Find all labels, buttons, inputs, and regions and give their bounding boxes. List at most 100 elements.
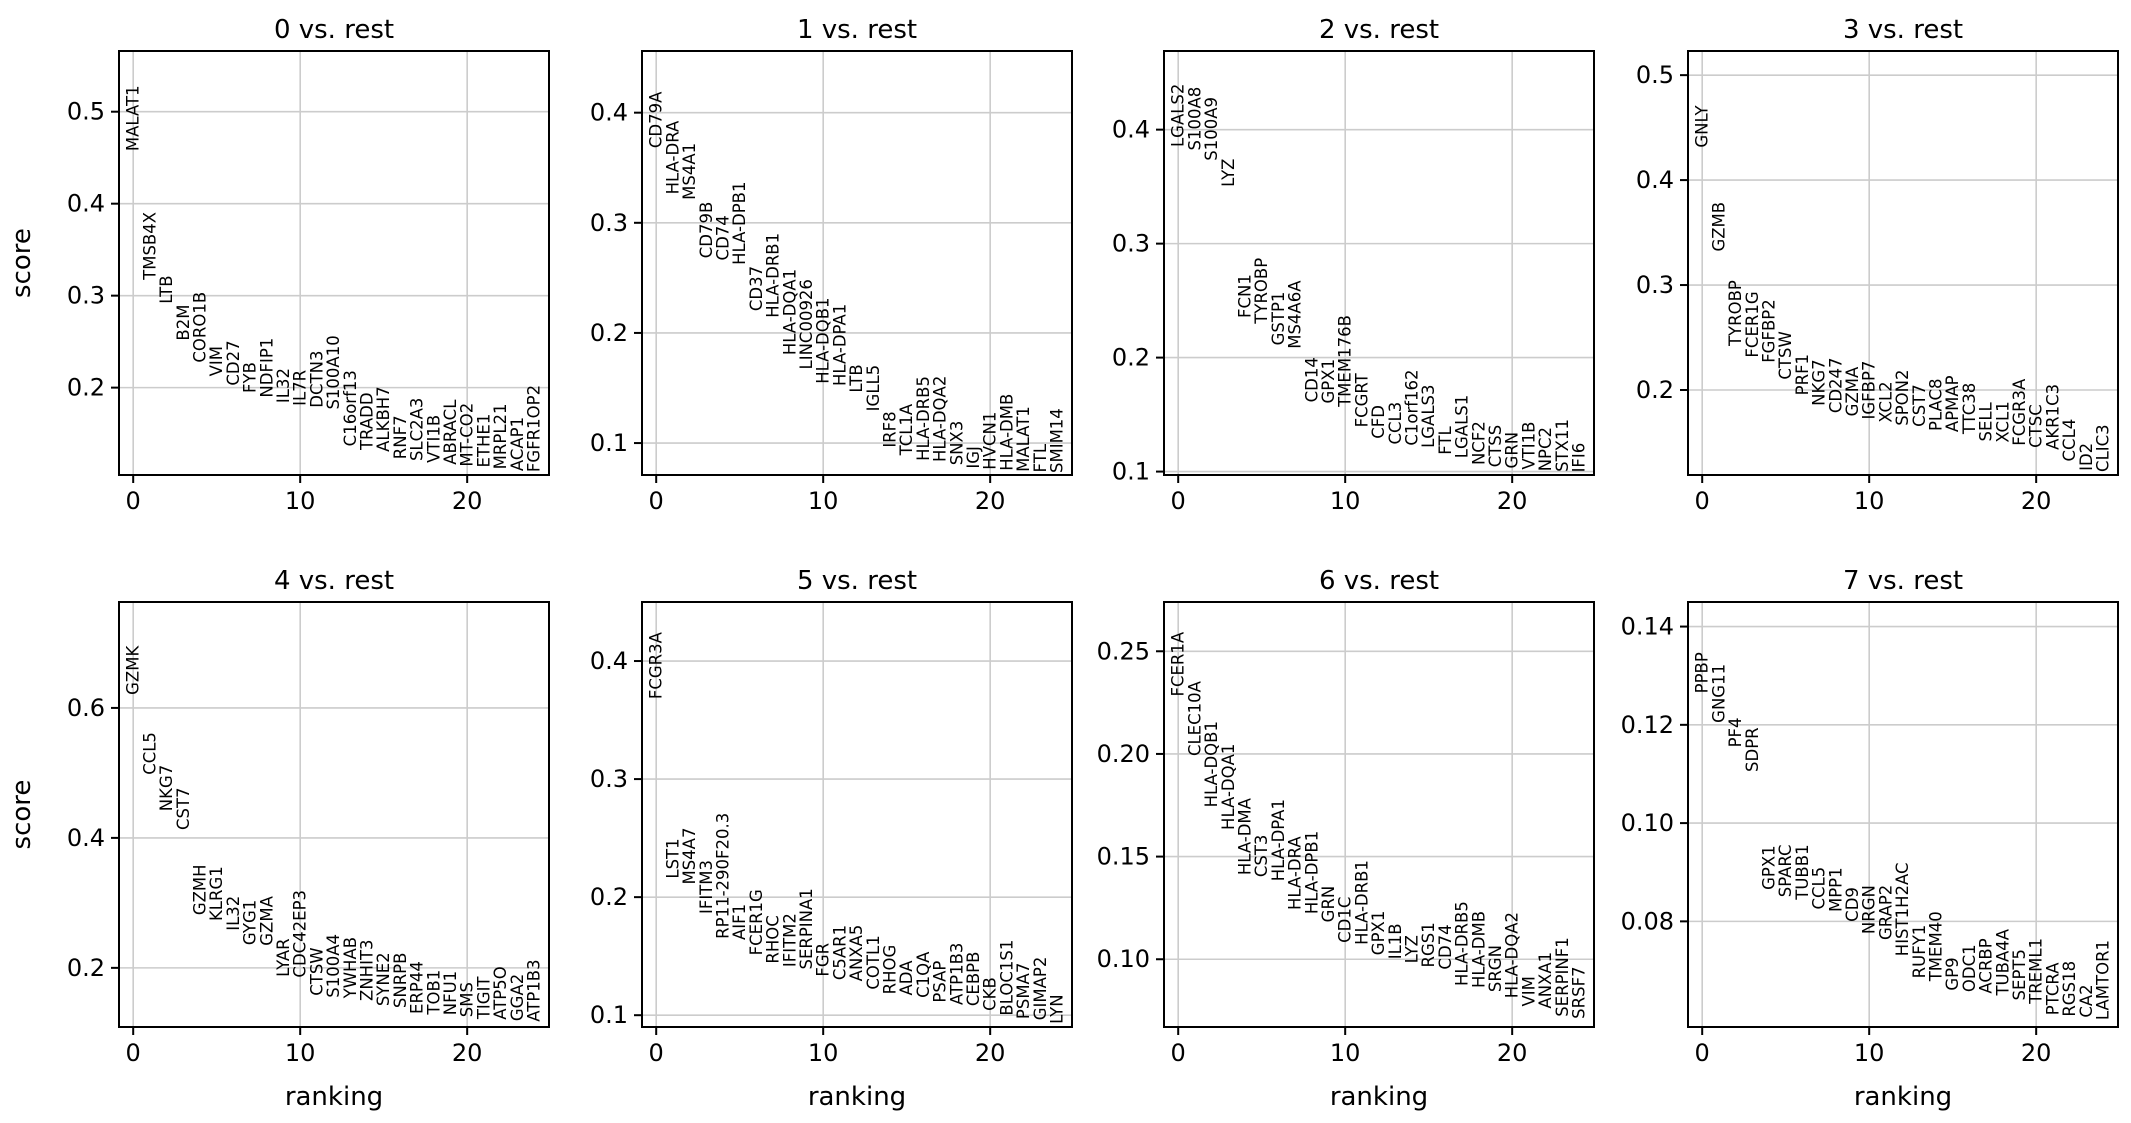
gene-label: HLA-DMA [1235,797,1254,875]
gene-label: VIM [1519,976,1538,1006]
gene-label: HLA-DRB5 [1453,901,1472,986]
gene-label: HLA-DMB [997,394,1016,471]
gene-label: ERP44 [408,961,427,1014]
gene-label: FTL [1436,425,1455,454]
gene-label: TUBB1 [1793,844,1812,900]
gene-label: HLA-DPA1 [1269,799,1288,881]
gene-label: HLA-DRA [663,120,682,194]
x-tick-label: 20 [2021,487,2052,515]
subplot-3-vs.-rest: GNLY GZMB TYROBPFCER1GFGFBP2CTSWPRF1NKG7CD… [1636,15,2119,515]
gene-label: GZMK [124,645,143,695]
gene-label: CCL5 [140,732,159,775]
gene-label: PTCRA [2043,962,2062,1015]
x-tick-label: 10 [1330,1039,1361,1067]
gene-label: GPX1 [1319,359,1338,404]
gene-label: CD37 [747,266,766,311]
gene-label: RGS1 [1419,922,1438,967]
gene-label: FTL [1031,443,1050,472]
x-tick-label: 0 [126,1039,141,1067]
y-tick-label: 0.4 [590,99,628,127]
gene-label: TCL1A [897,403,916,456]
gene-label: ADA [897,960,916,996]
x-tick-label: 10 [285,487,316,515]
gene-label: TYROBP [1726,280,1745,347]
y-tick-label: 0.15 [1097,843,1150,871]
gene-label: FCGRT [1352,372,1371,427]
gene-label: FCER1G [1743,291,1762,357]
gene-label: S100A10 [324,335,343,409]
gene-label: LGALS1 [1453,395,1472,458]
subplot-title: 5 vs. rest [797,566,917,596]
gene-label: FCGR3A [2010,378,2029,446]
gene-label: XCL1 [1993,401,2012,442]
gene-label: SPARC [1776,844,1795,897]
gene-label: C1QA [914,951,933,998]
gene-label: PLAC8 [1926,378,1945,431]
gene-label: LTB [847,364,866,392]
gene-label: CST3 [1252,835,1271,878]
gene-label: CFD [1369,405,1388,439]
axes-spine [1687,50,2119,476]
y-tick-label: 0.4 [1636,166,1674,194]
gene-label: NFU1 [441,971,460,1015]
gene-label: FCN1 [1235,274,1254,318]
y-tick-label: 0.5 [67,98,105,126]
gene-label: TREML1 [2027,938,2046,1005]
x-axis-label: ranking [285,1082,383,1112]
gene-label: S100A4 [324,934,343,998]
gene-label: VTI1B [1519,422,1538,470]
gene-label: IL32 [274,368,293,403]
gene-label: FGFR1OP2 [524,385,543,472]
gene-label: MALAT1 [1014,406,1033,472]
gene-label: HLA-DPB1 [1302,831,1321,914]
gene-label: CD27 [224,340,243,385]
gene-label: C16orf13 [341,370,360,446]
x-tick-label: 20 [1497,487,1528,515]
y-tick-label: 0.3 [1636,271,1674,299]
gene-label: LYZ [1219,159,1238,187]
gene-label: SERPINA1 [797,888,816,969]
gene-label: IL7R [291,370,310,406]
gene-label: MS4A7 [680,828,699,885]
x-tick-label: 20 [452,1039,483,1067]
gene-label: GRAP2 [1876,885,1895,940]
axes-spine [641,50,1073,476]
gene-label: SRSF7 [1569,966,1588,1018]
gene-label: LTB [157,275,176,303]
gene-label: FGFBP2 [1759,299,1778,363]
gene-label: HIST1H2AC [1893,862,1912,956]
gene-label: IGFBP7 [1860,361,1879,420]
x-tick-label: 20 [1497,1039,1528,1067]
y-tick-label: 0.3 [590,209,628,237]
gene-label: SNRPB [391,953,410,1009]
subplot-5-vs.-rest: FCGR3A LST1MS4A7IFITM3RP11-290F20.3AIF1FC… [590,566,1073,1112]
gene-label: ANXA5 [847,925,866,982]
gene-label: CD74 [713,215,732,260]
gene-label: SMIM14 [1047,408,1066,473]
gene-label: IL32 [224,896,243,931]
gene-label: SDPR [1743,727,1762,772]
gene-label: LYN [1047,994,1066,1023]
gene-label: ACAP1 [508,417,527,471]
x-axis-label: ranking [1330,1082,1428,1112]
subplot-title: 2 vs. rest [1319,15,1439,45]
gene-label: S100A9 [1202,97,1221,161]
gene-label: HLA-DQB1 [814,297,833,383]
gene-label: GP9 [1943,957,1962,990]
gene-label: B2M [174,304,193,340]
gene-label: HLA-DRB1 [1352,860,1371,945]
gene-label: NKG7 [1810,359,1829,405]
gene-label: CCL3 [1386,402,1405,445]
gene-label: MPP1 [1826,867,1845,912]
gene-label: CD1C [1336,897,1355,943]
gene-label: MS4A6A [1286,280,1305,349]
gene-label: TTC38 [1960,383,1979,435]
gene-label: HLA-DRA [1286,836,1305,910]
x-tick-label: 20 [2021,1039,2052,1067]
x-tick-label: 10 [1854,487,1885,515]
gene-label: FCER1G [747,889,766,955]
gene-label: CCL5 [1810,867,1829,910]
gene-label: DCTN3 [307,351,326,408]
gene-label: LST1 [663,838,682,878]
